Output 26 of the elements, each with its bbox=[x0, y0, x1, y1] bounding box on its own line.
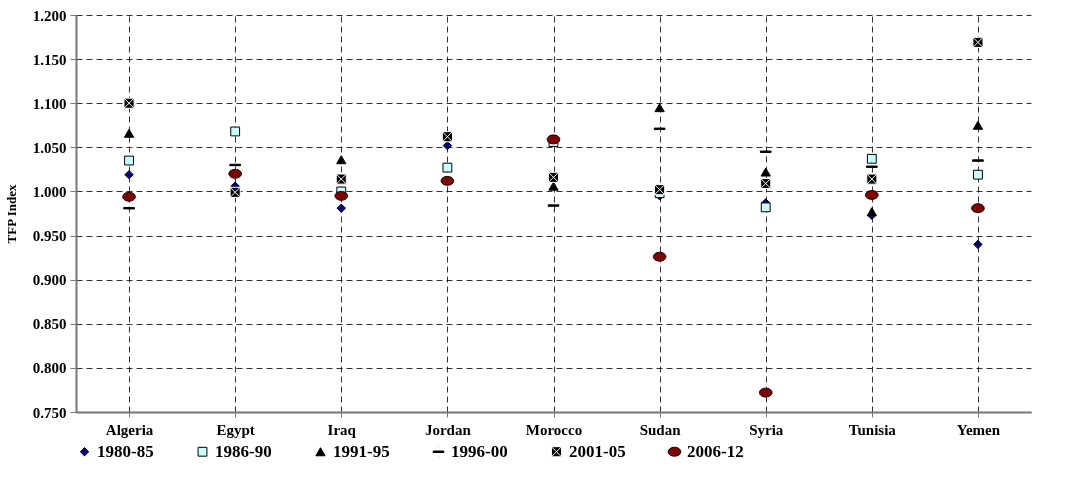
y-tick-label: 1.100 bbox=[32, 95, 67, 112]
x-tick-label: Yemen bbox=[956, 421, 1001, 438]
y-tick-label: 0.900 bbox=[32, 272, 67, 289]
x-tick-label: Iraq bbox=[327, 421, 357, 438]
y-axis-title: TFP Index bbox=[3, 184, 19, 244]
legend-label: 1991-95 bbox=[333, 441, 390, 461]
y-tick-label: 1.150 bbox=[32, 51, 67, 68]
x-tick-label: Egypt bbox=[216, 421, 255, 438]
legend-label: 1986-90 bbox=[215, 441, 272, 461]
x-tick-label: Jordan bbox=[424, 421, 472, 438]
legend-label: 2006-12 bbox=[687, 441, 744, 461]
y-tick-label: 1.200 bbox=[32, 7, 67, 24]
y-tick-label: 0.750 bbox=[32, 404, 67, 421]
x-tick-label: Tunisia bbox=[848, 421, 897, 438]
legend-label: 1996-00 bbox=[451, 441, 508, 461]
y-tick-label: 1.050 bbox=[32, 139, 67, 156]
y-tick-label: 0.800 bbox=[32, 360, 67, 377]
legend-label: 1980-85 bbox=[97, 441, 154, 461]
y-tick-label: 0.950 bbox=[32, 228, 67, 245]
y-tick-label: 1.000 bbox=[32, 183, 67, 200]
x-tick-label: Sudan bbox=[639, 421, 682, 438]
legend-label: 2001-05 bbox=[569, 441, 626, 461]
x-tick-label: Syria bbox=[749, 421, 784, 438]
y-tick-label: 0.850 bbox=[32, 316, 67, 333]
x-tick-label: Algeria bbox=[105, 421, 154, 438]
x-tick-label: Morocco bbox=[525, 421, 583, 438]
